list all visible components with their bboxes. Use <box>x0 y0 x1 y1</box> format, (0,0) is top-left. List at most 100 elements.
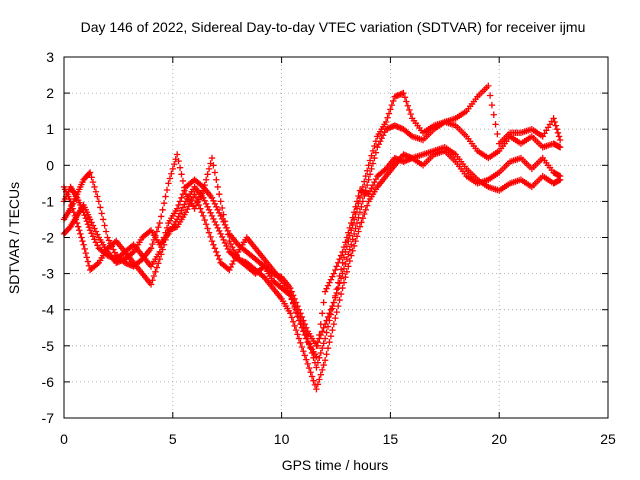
data-point <box>201 216 208 224</box>
data-point <box>88 174 95 181</box>
data-point <box>216 190 223 198</box>
data-point <box>555 133 563 140</box>
data-point <box>372 138 380 145</box>
data-point <box>314 342 322 349</box>
data-point <box>403 98 410 105</box>
data-point <box>319 345 326 352</box>
x-tick-label: 5 <box>169 431 177 447</box>
data-point <box>95 198 103 205</box>
data-point <box>150 236 158 244</box>
data-point <box>159 246 166 253</box>
data-point <box>70 209 77 216</box>
data-point <box>334 259 342 266</box>
data-point <box>324 323 332 330</box>
data-point <box>214 206 221 214</box>
data-point <box>227 240 235 248</box>
data-point <box>388 101 396 109</box>
data-point <box>369 181 377 189</box>
data-point <box>194 198 201 205</box>
data-point <box>295 335 303 342</box>
data-point <box>361 178 368 185</box>
data-point <box>156 219 163 227</box>
data-point <box>218 204 226 212</box>
data-point <box>191 205 198 212</box>
data-point <box>292 326 300 334</box>
data-point <box>316 331 323 339</box>
data-point <box>297 320 304 328</box>
data-point <box>181 201 188 208</box>
data-point <box>178 194 185 201</box>
data-point <box>332 314 339 322</box>
data-point <box>365 176 372 183</box>
data-point <box>153 228 161 235</box>
data-point <box>198 190 206 197</box>
data-point <box>94 193 101 200</box>
data-point <box>155 260 162 267</box>
data-point <box>326 310 333 317</box>
data-point <box>379 132 387 139</box>
data-point <box>105 237 113 244</box>
data-point <box>494 130 501 138</box>
data-point <box>337 290 345 298</box>
data-point <box>343 268 351 275</box>
data-point <box>213 176 220 183</box>
data-point <box>259 272 266 280</box>
data-point <box>200 187 207 194</box>
data-point <box>317 349 324 357</box>
data-point <box>556 136 564 144</box>
data-point <box>317 371 324 378</box>
data-point <box>552 122 559 129</box>
data-point <box>208 154 216 162</box>
data-point <box>329 326 336 334</box>
data-point <box>98 210 105 217</box>
data-point <box>291 304 298 312</box>
data-point <box>89 222 97 229</box>
data-point <box>178 171 185 178</box>
data-point <box>97 204 104 211</box>
data-point <box>300 328 307 335</box>
data-point <box>401 94 409 101</box>
data-point <box>358 219 365 226</box>
data-point <box>350 209 358 216</box>
data-point <box>316 376 323 383</box>
data-point <box>300 348 307 355</box>
data-point <box>287 310 294 317</box>
data-point <box>84 221 92 228</box>
data-point <box>69 205 76 212</box>
data-point <box>288 314 295 321</box>
data-point <box>214 252 221 259</box>
data-point <box>340 243 348 251</box>
data-point <box>326 279 333 286</box>
data-point <box>313 353 320 360</box>
data-point <box>175 157 182 165</box>
data-point <box>162 193 169 200</box>
data-point <box>226 237 233 245</box>
data-point <box>332 292 339 300</box>
data-point <box>102 228 110 235</box>
data-point <box>214 183 221 191</box>
data-point <box>92 239 100 246</box>
data-point <box>353 233 361 240</box>
data-point <box>333 286 340 293</box>
data-point <box>295 317 303 324</box>
data-point <box>342 239 349 246</box>
data-point <box>381 166 388 174</box>
data-point <box>384 114 391 121</box>
data-point <box>291 322 298 330</box>
data-point <box>229 260 236 268</box>
data-point <box>210 197 217 204</box>
data-point <box>290 318 297 325</box>
data-point <box>179 204 187 211</box>
x-tick-labels: 0 5 10 15 20 25 <box>60 431 616 447</box>
data-point <box>216 209 223 217</box>
data-point <box>330 320 338 328</box>
data-point <box>185 203 192 210</box>
data-point <box>292 308 300 316</box>
data-point <box>327 332 335 340</box>
data-point <box>152 232 159 239</box>
y-tick-label: 3 <box>46 49 54 65</box>
data-point <box>362 206 369 214</box>
data-point <box>89 178 97 186</box>
data-point <box>554 129 562 137</box>
data-point <box>217 230 224 238</box>
